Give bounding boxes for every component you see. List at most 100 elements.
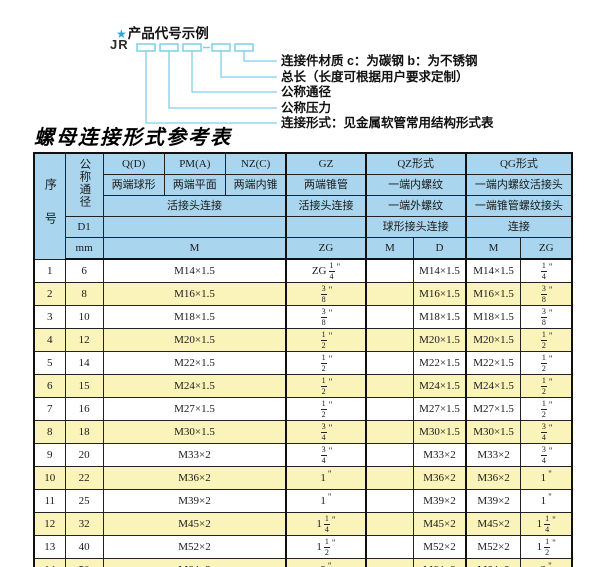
connector-line [168, 51, 277, 109]
code-box [136, 43, 156, 52]
header-col-q: Q(D) [102, 152, 165, 175]
header-m: M [102, 237, 287, 260]
header-qg-zg: ZG [520, 237, 573, 260]
qz-m-cell [364, 535, 415, 559]
qg-m-cell: M30×1.5 [464, 420, 522, 444]
m-cell: M20×1.5 [102, 328, 287, 352]
table-row: 8 18 M30×1.5 3 4 " M30×1.5 M30×1.5 3 4 " [33, 420, 573, 444]
m-cell: M24×1.5 [102, 374, 287, 398]
header-col-qg: QG形式 [464, 152, 573, 175]
m-cell: M52×2 [102, 535, 287, 559]
header-mm: mm [64, 237, 104, 260]
dn-cell: 20 [64, 443, 104, 467]
table-header: 序号 公称通径 Q(D) PM(A) NZ(C) GZ QZ形式 QG形式 两端… [33, 152, 573, 260]
product-code-prefix: JR [110, 37, 129, 52]
dn-cell: 22 [64, 466, 104, 490]
qz-m-cell [364, 351, 415, 375]
header-qg-desc2: 一端锥管螺纹接头 [464, 195, 573, 217]
gz-cell: 1 " [285, 466, 367, 490]
header-qz-desc2: 一端外螺纹 [364, 195, 467, 217]
qg-zg-cell: 1 1 4 " [520, 512, 573, 536]
gz-cell: 1 2 " [285, 351, 367, 375]
qz-d-cell: M52×2 [413, 535, 467, 559]
code-diagram-lines [136, 43, 277, 124]
header-gz-desc: 两端锥管 [285, 174, 367, 196]
m-cell: M22×1.5 [102, 351, 287, 375]
header-qg-conn: 连接 [464, 216, 573, 238]
code-box [234, 43, 254, 52]
qg-m-cell: M22×1.5 [464, 351, 522, 375]
dn-cell: 50 [64, 558, 104, 567]
header-blank-gz [285, 216, 367, 238]
qg-m-cell: M16×1.5 [464, 282, 522, 306]
dn-cell: 16 [64, 397, 104, 421]
qz-d-cell: M14×1.5 [413, 258, 467, 283]
header-qz-desc1: 一端内螺纹 [364, 174, 467, 196]
gz-cell: 3 4 " [285, 443, 367, 467]
seq-cell: 5 [33, 351, 66, 375]
seq-cell: 14 [33, 558, 66, 567]
qz-d-cell: M27×1.5 [413, 397, 467, 421]
dn-cell: 40 [64, 535, 104, 559]
m-cell: M45×2 [102, 512, 287, 536]
m-cell: M16×1.5 [102, 282, 287, 306]
table-row: 1 6 M14×1.5 ZG 1 4 " M14×1.5 M14×1.5 1 4 " [33, 258, 573, 283]
qz-d-cell: M39×2 [413, 489, 467, 513]
qz-m-cell [364, 328, 415, 352]
dn-cell: 32 [64, 512, 104, 536]
qz-d-cell: M36×2 [413, 466, 467, 490]
table-row: 10 22 M36×2 1 " M36×2 M36×2 1 " [33, 466, 573, 490]
header-gz-conn: 活接头连接 [285, 195, 367, 217]
connector-line [243, 51, 277, 62]
header-col-pm: PM(A) [163, 152, 226, 175]
header-q-desc: 两端球形 [102, 174, 165, 196]
m-cell: M39×2 [102, 489, 287, 513]
gz-cell: 3 4 " [285, 420, 367, 444]
dn-cell: 10 [64, 305, 104, 329]
dn-cell: 14 [64, 351, 104, 375]
m-cell: M33×2 [102, 443, 287, 467]
code-box [182, 43, 202, 52]
qz-d-cell: M20×1.5 [413, 328, 467, 352]
m-cell: M27×1.5 [102, 397, 287, 421]
dn-cell: 15 [64, 374, 104, 398]
qg-m-cell: M39×2 [464, 489, 522, 513]
dn-cell: 12 [64, 328, 104, 352]
header-qz-conn: 球形接头连接 [364, 216, 467, 238]
header-blank-qpmnz [102, 216, 287, 238]
header-qz-d: D [413, 237, 467, 260]
gz-cell: 1 2 " [285, 328, 367, 352]
header-col-gz: GZ [285, 152, 367, 175]
header-d1: D1 [64, 216, 104, 238]
product-code-heading: ★产品代号示例 [116, 22, 209, 42]
qg-zg-cell: 1 2 " [520, 397, 573, 421]
connector-line [220, 51, 277, 78]
qg-zg-cell: 1 " [520, 489, 573, 513]
gz-cell: 3 8 " [285, 305, 367, 329]
qz-d-cell: M16×1.5 [413, 282, 467, 306]
qz-m-cell [364, 466, 415, 490]
connector-line [191, 51, 277, 93]
qg-m-cell: M24×1.5 [464, 374, 522, 398]
header-qg-desc1: 一端内螺纹活接头 [464, 174, 573, 196]
seq-cell: 9 [33, 443, 66, 467]
seq-cell: 1 [33, 258, 66, 283]
dn-cell: 25 [64, 489, 104, 513]
m-cell: M18×1.5 [102, 305, 287, 329]
gz-cell: 3 8 " [285, 282, 367, 306]
qg-zg-cell: 1 2 " [520, 374, 573, 398]
dn-cell: 8 [64, 282, 104, 306]
table-row: 4 12 M20×1.5 1 2 " M20×1.5 M20×1.5 1 2 " [33, 328, 573, 352]
qg-zg-cell: 1 1 2 " [520, 535, 573, 559]
header-qz-m: M [364, 237, 415, 260]
table-body: 1 6 M14×1.5 ZG 1 4 " M14×1.5 M14×1.5 1 4 " 2 8 M16×1.5… [33, 258, 573, 567]
qz-d-cell: M18×1.5 [413, 305, 467, 329]
star-icon: ★ [116, 27, 127, 41]
connector-line [145, 51, 277, 124]
table-row: 13 40 M52×2 1 1 2 " M52×2 M52×2 1 1 2 " [33, 535, 573, 559]
header-seq-text: 序号 [43, 177, 58, 246]
qg-m-cell: M33×2 [464, 443, 522, 467]
qg-m-cell: M52×2 [464, 535, 522, 559]
nut-connection-table: 序号 公称通径 Q(D) PM(A) NZ(C) GZ QZ形式 QG形式 两端… [33, 152, 573, 567]
